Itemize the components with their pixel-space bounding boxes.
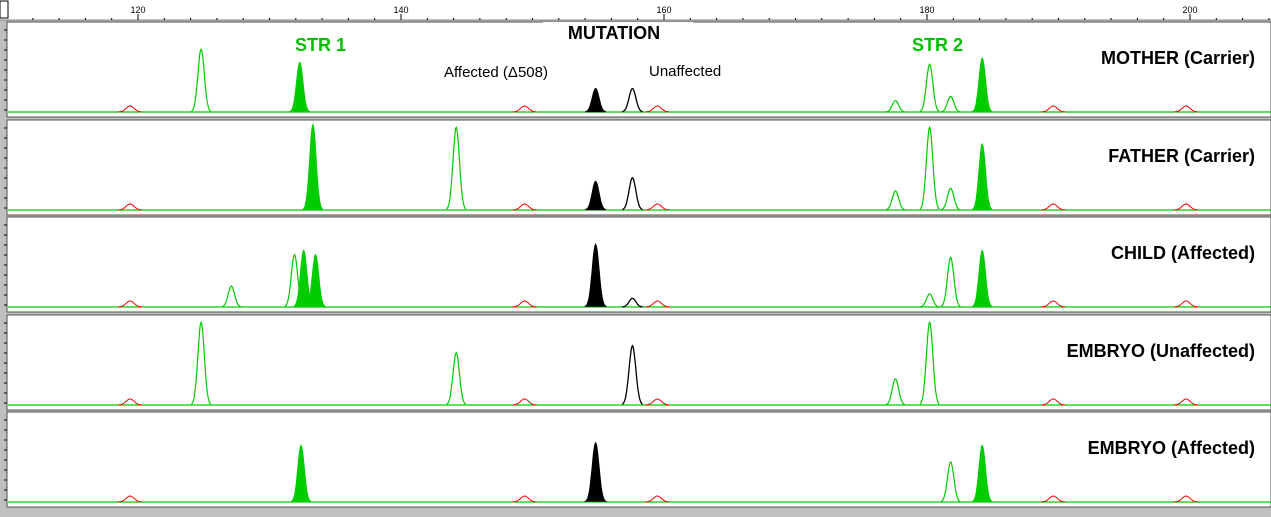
size-standard-peak [645,495,670,503]
str-peak-outline [940,461,961,503]
x-tick-label: 160 [656,5,671,15]
str-peak-outline [446,125,467,210]
size-standard-peak [1041,398,1066,406]
str-peak-filled [288,61,311,112]
panel-4: EMBRYO (Unaffected) [4,314,1271,411]
size-standard-peak [118,203,143,211]
mutation-peak-affected [584,243,608,307]
str1-label: STR 1 [295,35,346,55]
size-standard-peak [512,105,537,113]
unaffected-allele-label: Unaffected [649,63,721,80]
size-standard-peak [118,495,143,503]
size-standard-peak [512,398,537,406]
panel-label: MOTHER (Carrier) [1101,48,1255,68]
size-standard-peak [645,203,670,211]
panels: MOTHER (Carrier) FATHER (Carrier) CHILD (A… [4,21,1271,508]
size-standard-peak [645,398,670,406]
size-standard-peak [512,495,537,503]
panel-label: FATHER (Carrier) [1108,146,1255,166]
str-peak-outline [919,63,940,112]
str2-label: STR 2 [912,35,963,55]
str-peak-filled [971,57,994,112]
panel-frame [6,411,1271,508]
x-tick-label: 120 [130,5,145,15]
str-peak-outline [191,48,212,112]
size-standard-peak [645,300,670,308]
panel-label: EMBRYO (Affected) [1088,438,1255,458]
size-standard-peak [1174,495,1199,503]
str-peak-filled [971,142,994,210]
size-ruler [0,0,1271,20]
str-peak-outline [919,320,940,405]
size-standard-peak [118,398,143,406]
mutation-peak-unaffected [622,297,643,308]
str-peak-filled [304,253,327,307]
corner-box[interactable] [0,0,9,19]
size-standard-peak [1041,203,1066,211]
size-standard-peak [1174,203,1199,211]
size-standard-peak [1174,300,1199,308]
mutation-title-background [543,22,693,44]
mutation-peak-affected [585,87,606,113]
str-peak-filled [971,444,994,502]
size-standard-peak [1174,398,1199,406]
mutation-peak-unaffected [621,344,643,405]
mutation-peak-affected [583,441,608,502]
mutation-title: MUTATION [568,23,660,43]
mutation-peak-affected [585,180,606,211]
panel-frame [6,119,1271,216]
str-peak-filled [290,444,313,502]
panel-2: FATHER (Carrier) [4,119,1271,216]
str-peak-outline [940,187,961,211]
size-standard-peak [118,300,143,308]
size-standard-peak [512,300,537,308]
size-standard-peak [1041,495,1066,503]
str-peak-outline [919,293,940,308]
panel-label: CHILD (Affected) [1111,243,1255,263]
mutation-peak-unaffected [621,176,643,211]
size-standard-peak [118,105,143,113]
x-tick-label: 200 [1182,5,1197,15]
str-peak-filled [971,249,994,307]
size-standard-peak [1041,105,1066,113]
panel-3: CHILD (Affected) [4,216,1271,313]
str-peak-outline [446,351,467,405]
str-peak-outline [919,125,940,210]
str-peak-filled [302,123,324,210]
size-standard-peak [1174,105,1199,113]
str-peak-outline [940,256,961,307]
mutation-peak-unaffected [622,87,643,113]
x-tick-label: 140 [393,5,408,15]
str-peak-outline [191,320,212,405]
panel-frame [6,216,1271,313]
ruler-ticks: 120 140 160 180 200 [32,5,1270,20]
affected-allele-label: Affected (Δ508) [444,64,548,81]
str-peak-outline [221,285,242,308]
size-standard-peak [1041,300,1066,308]
panel-5: EMBRYO (Affected) [4,411,1271,508]
x-tick-label: 180 [919,5,934,15]
size-standard-peak [645,105,670,113]
panel-label: EMBRYO (Unaffected) [1067,341,1255,361]
str-peak-outline [885,100,906,113]
str-peak-outline [885,190,906,211]
size-standard-peak [512,203,537,211]
str-peak-outline [885,378,906,406]
str-peak-filled [941,95,961,113]
